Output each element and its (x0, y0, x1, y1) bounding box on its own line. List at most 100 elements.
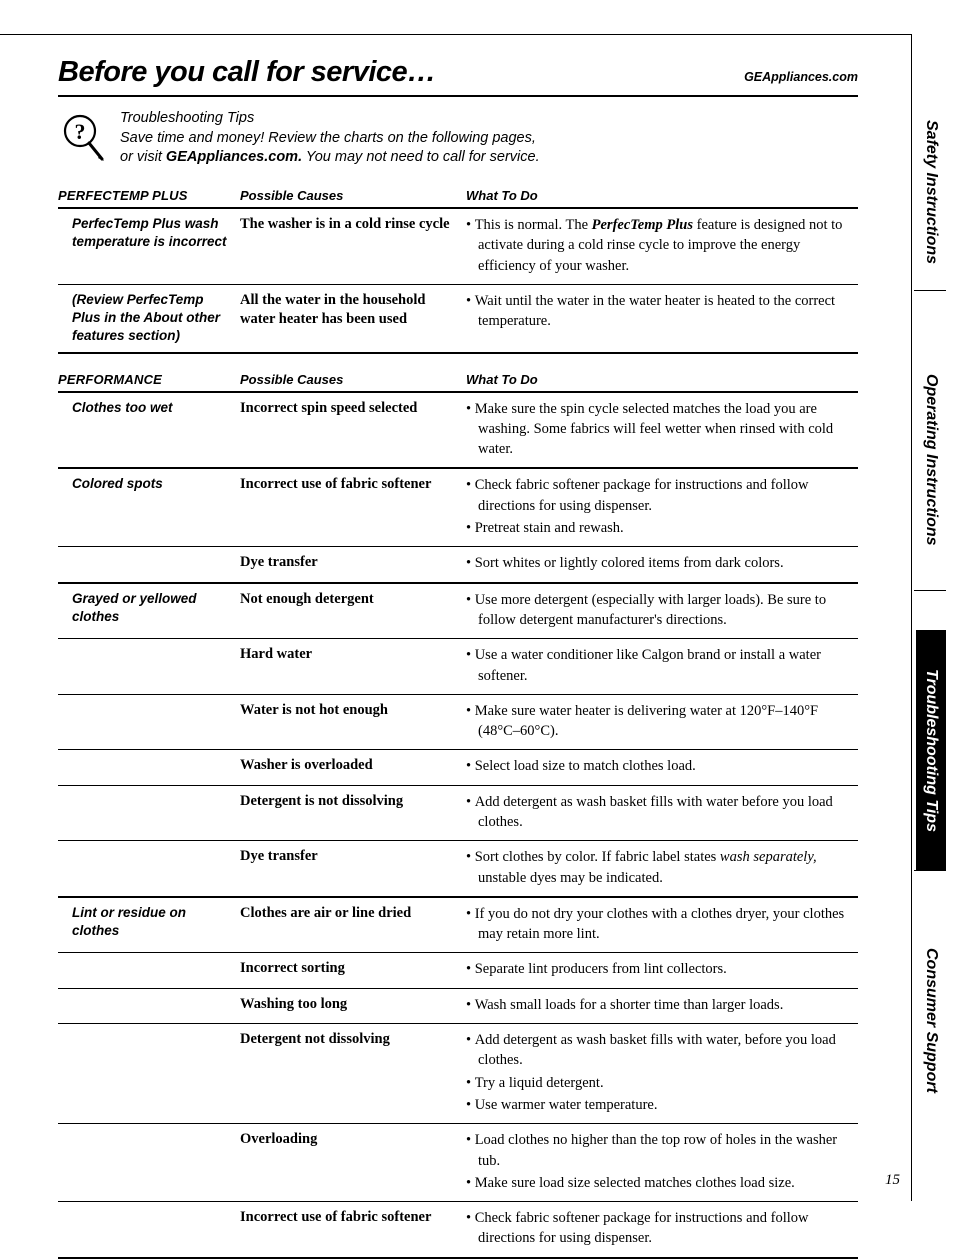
what-to-do: Add detergent as wash basket fills with … (466, 792, 858, 835)
problem-label: (Review PerfecTemp Plus in the About oth… (58, 291, 240, 346)
table-row: OverloadingLoad clothes no higher than t… (58, 1124, 858, 1202)
possible-cause: The washer is in a cold rinse cycle (240, 215, 466, 278)
bullet-list: Select load size to match clothes load. (466, 756, 858, 776)
problem-label (58, 553, 240, 575)
tips-line1: Save time and money! Review the charts o… (120, 129, 540, 149)
problem-label (58, 1030, 240, 1117)
column-header-causes: Possible Causes (240, 188, 466, 203)
bullet-item: Make sure the spin cycle selected matche… (466, 399, 858, 460)
problem-label: PerfecTemp Plus wash temperature is inco… (58, 215, 240, 278)
table-row: Hard waterUse a water conditioner like C… (58, 639, 858, 695)
title-row: Before you call for service… GEAppliance… (58, 56, 858, 97)
what-to-do: Use a water conditioner like Calgon bran… (466, 645, 858, 688)
bullet-list: Wait until the water in the water heater… (466, 291, 858, 332)
possible-cause: Hard water (240, 645, 466, 688)
bullet-list: Check fabric softener package for instru… (466, 475, 858, 538)
table-row: Dye transferSort whites or lightly color… (58, 547, 858, 581)
bullet-item: Make sure water heater is delivering wat… (466, 701, 858, 742)
sidebar-tabs: Safety Instructions Operating Instruction… (916, 34, 946, 1201)
problem-group: Clothes too wetIncorrect spin speed sele… (58, 393, 858, 470)
bullet-item: Select load size to match clothes load. (466, 756, 858, 776)
bullet-item: Check fabric softener package for instru… (466, 1208, 858, 1249)
bullet-list: Load clothes no higher than the top row … (466, 1130, 858, 1193)
possible-cause: Washer is overloaded (240, 756, 466, 778)
section-name: PERFORMANCE (58, 372, 240, 387)
bullet-item: Sort clothes by color. If fabric label s… (466, 847, 858, 888)
table-row: Grayed or yellowed clothesNot enough det… (58, 584, 858, 640)
bullet-item: Use more detergent (especially with larg… (466, 590, 858, 631)
table-row: Incorrect sortingSeparate lint producers… (58, 953, 858, 988)
what-to-do: This is normal. The PerfecTemp Plus feat… (466, 215, 858, 278)
problem-label (58, 847, 240, 890)
sidebar-tab-label: Consumer Support (922, 948, 940, 1093)
sidebar-tab[interactable]: Consumer Support (916, 910, 946, 1130)
page-title: Before you call for service… (58, 56, 436, 89)
problem-group: Lint or residue on clothesClothes are ai… (58, 898, 858, 1259)
table-row: Washer is overloadedSelect load size to … (58, 750, 858, 785)
problem-label (58, 959, 240, 981)
problem-label (58, 645, 240, 688)
content-area: Before you call for service… GEAppliance… (58, 34, 858, 1259)
tips-line2-post: You may not need to call for service. (302, 149, 540, 165)
tips-text: Troubleshooting Tips Save time and money… (120, 109, 540, 168)
table-row: (Review PerfecTemp Plus in the About oth… (58, 285, 858, 352)
tips-line2: or visit GEAppliances.com. You may not n… (120, 148, 540, 168)
what-to-do: Check fabric softener package for instru… (466, 1208, 858, 1251)
sidebar-tab-label: Troubleshooting Tips (922, 669, 940, 832)
problem-label: Lint or residue on clothes (58, 904, 240, 947)
bullet-list: Add detergent as wash basket fills with … (466, 792, 858, 833)
what-to-do: Use more detergent (especially with larg… (466, 590, 858, 633)
bullet-list: Wash small loads for a shorter time than… (466, 995, 858, 1015)
possible-cause: All the water in the household water hea… (240, 291, 466, 346)
possible-cause: Detergent not dissolving (240, 1030, 466, 1117)
table-row: Water is not hot enoughMake sure water h… (58, 695, 858, 751)
bullet-item: Separate lint producers from lint collec… (466, 959, 858, 979)
possible-cause: Incorrect sorting (240, 959, 466, 981)
problem-label (58, 1208, 240, 1251)
bullet-item: Add detergent as wash basket fills with … (466, 1030, 858, 1071)
sidebar-tab-label: Operating Instructions (922, 374, 940, 546)
bullet-list: Add detergent as wash basket fills with … (466, 1030, 858, 1115)
problem-label: Colored spots (58, 475, 240, 540)
possible-cause: Washing too long (240, 995, 466, 1017)
troubleshooting-section: PERFORMANCEPossible CausesWhat To DoClot… (58, 372, 858, 1259)
problem-group: Grayed or yellowed clothesNot enough det… (58, 584, 858, 898)
what-to-do: Make sure water heater is delivering wat… (466, 701, 858, 744)
tips-row: ? Troubleshooting Tips Save time and mon… (58, 109, 858, 168)
what-to-do: Wait until the water in the water heater… (466, 291, 858, 346)
what-to-do: Add detergent as wash basket fills with … (466, 1030, 858, 1117)
table-row: PerfecTemp Plus wash temperature is inco… (58, 209, 858, 285)
bullet-item: Wash small loads for a shorter time than… (466, 995, 858, 1015)
bullet-item: Load clothes no higher than the top row … (466, 1130, 858, 1171)
bullet-list: Make sure the spin cycle selected matche… (466, 399, 858, 460)
table-row: Incorrect use of fabric softenerCheck fa… (58, 1202, 858, 1257)
bullet-list: Check fabric softener package for instru… (466, 1208, 858, 1249)
table-row: Colored spotsIncorrect use of fabric sof… (58, 469, 858, 547)
problem-label (58, 792, 240, 835)
sidebar-tab[interactable]: Troubleshooting Tips (916, 630, 946, 870)
sidebar-tab[interactable]: Operating Instructions (916, 330, 946, 590)
bullet-item: Use a water conditioner like Calgon bran… (466, 645, 858, 686)
sidebar-divider (914, 870, 946, 871)
bullet-list: Separate lint producers from lint collec… (466, 959, 858, 979)
bullet-item: Try a liquid detergent. (466, 1073, 858, 1093)
what-to-do: Load clothes no higher than the top row … (466, 1130, 858, 1195)
what-to-do: Sort clothes by color. If fabric label s… (466, 847, 858, 890)
page-number: 15 (885, 1172, 900, 1189)
what-to-do: Separate lint producers from lint collec… (466, 959, 858, 981)
bullet-item: Wait until the water in the water heater… (466, 291, 858, 332)
possible-cause: Clothes are air or line dried (240, 904, 466, 947)
possible-cause: Incorrect use of fabric softener (240, 475, 466, 540)
bullet-item: Pretreat stain and rewash. (466, 518, 858, 538)
bullet-item: Add detergent as wash basket fills with … (466, 792, 858, 833)
what-to-do: If you do not dry your clothes with a cl… (466, 904, 858, 947)
sidebar-tab[interactable]: Safety Instructions (916, 94, 946, 290)
table-row: Detergent is not dissolvingAdd detergent… (58, 786, 858, 842)
sidebar-tab-label: Safety Instructions (922, 120, 940, 264)
bullet-list: Make sure water heater is delivering wat… (466, 701, 858, 742)
table-row: Clothes too wetIncorrect spin speed sele… (58, 393, 858, 468)
tips-line2-pre: or visit (120, 149, 166, 165)
bullet-list: Use a water conditioner like Calgon bran… (466, 645, 858, 686)
what-to-do: Sort whites or lightly colored items fro… (466, 553, 858, 575)
section-header: PERFORMANCEPossible CausesWhat To Do (58, 372, 858, 393)
